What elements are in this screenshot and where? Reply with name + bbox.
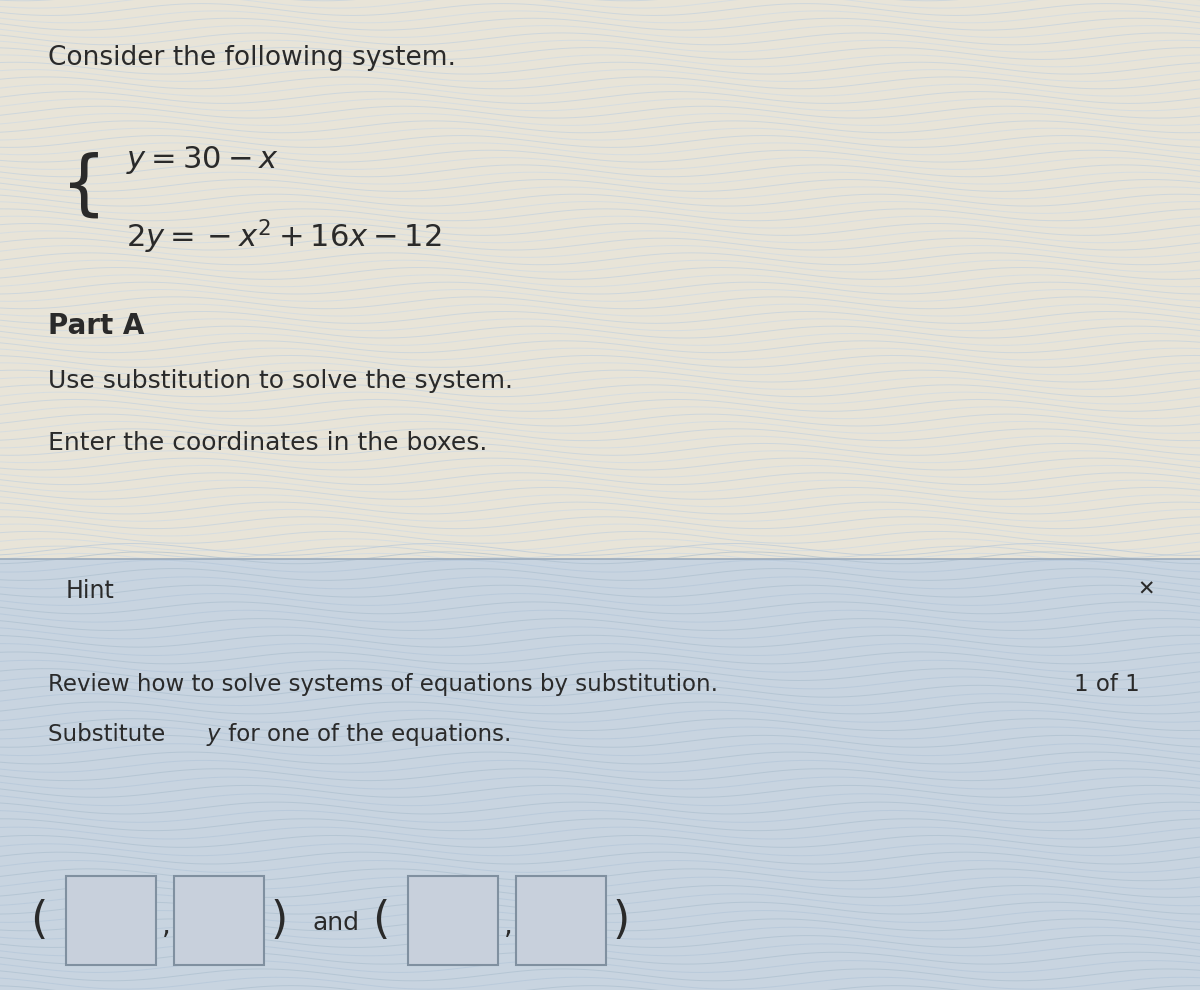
Text: Enter the coordinates in the boxes.: Enter the coordinates in the boxes. [48,431,487,454]
Text: Review how to solve systems of equations by substitution.: Review how to solve systems of equations… [48,673,718,696]
Text: 1 of 1: 1 of 1 [1074,673,1140,696]
Bar [0,0,1200,559]
Text: Substitute: Substitute [48,723,173,745]
Text: $2y = -x^2 + 16x - 12$: $2y = -x^2 + 16x - 12$ [126,218,442,256]
Text: y: y [206,723,220,745]
Text: (: ( [372,899,389,942]
Text: Hint: Hint [66,579,115,603]
Text: ,: , [162,912,170,940]
Bar [516,876,606,965]
Text: and: and [312,911,359,935]
Text: Consider the following system.: Consider the following system. [48,45,456,70]
Bar [66,876,156,965]
Text: ): ) [612,899,629,942]
Bar [174,876,264,965]
Text: $y = 30 - x$: $y = 30 - x$ [126,144,278,175]
Bar [408,876,498,965]
Text: for one of the equations.: for one of the equations. [221,723,511,745]
Text: $\{$: $\{$ [60,150,98,221]
Text: Use substitution to solve the system.: Use substitution to solve the system. [48,369,514,393]
Text: ,: , [504,912,512,940]
Text: ✕: ✕ [1138,579,1154,599]
Text: ): ) [270,899,287,942]
Text: (: ( [30,899,47,942]
Bar [0,559,1200,990]
Text: Part A: Part A [48,312,144,340]
